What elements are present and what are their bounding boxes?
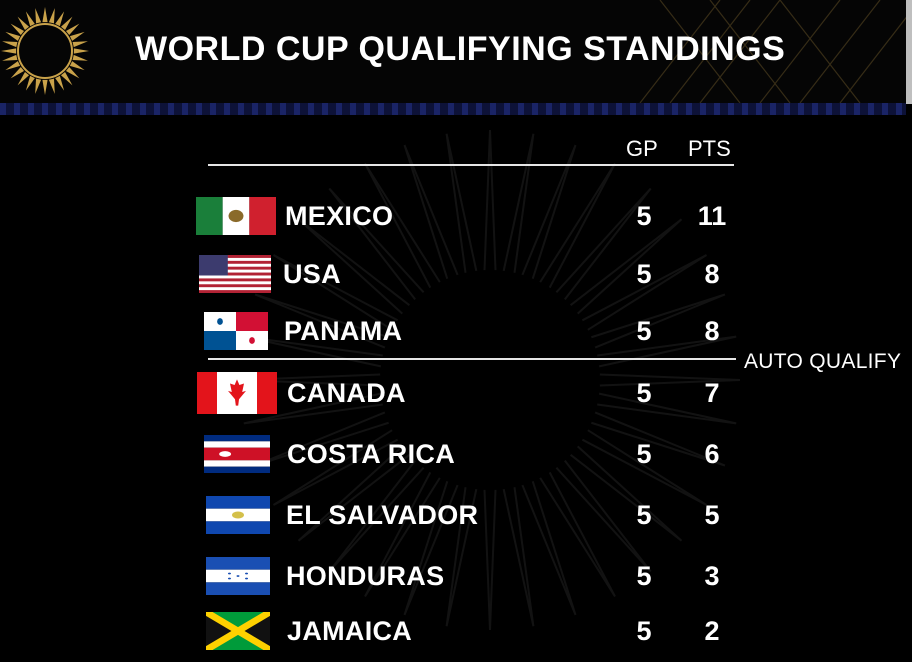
team-gp: 5 xyxy=(636,201,652,231)
team-pts: 7 xyxy=(704,378,720,408)
table-row-honduras: HONDURAS 5 3 xyxy=(0,552,912,602)
team-pts: 3 xyxy=(704,561,720,591)
team-name: COSTA RICA xyxy=(287,439,455,469)
el-salvador-flag-icon xyxy=(206,496,270,534)
team-pts: 6 xyxy=(704,439,720,469)
table-row-panama: PANAMA 5 8 xyxy=(0,307,912,357)
sun-logo-icon xyxy=(1,7,89,95)
team-gp: 5 xyxy=(636,316,652,346)
table-row-canada: CANADA 5 7 xyxy=(0,368,912,418)
team-name: PANAMA xyxy=(284,316,403,346)
background-sunburst-icon xyxy=(239,129,741,631)
jamaica-flag-icon xyxy=(206,612,270,650)
auto-qualify-label: AUTO QUALIFY xyxy=(744,350,902,373)
team-gp: 5 xyxy=(636,378,652,408)
header-ornament-icon xyxy=(639,0,912,103)
team-name: MEXICO xyxy=(285,201,394,231)
team-pts: 8 xyxy=(704,259,720,289)
team-pts: 2 xyxy=(704,616,720,646)
team-pts: 11 xyxy=(697,201,727,231)
header-band xyxy=(0,103,906,115)
team-name: HONDURAS xyxy=(286,561,445,591)
page-title: WORLD CUP QUALIFYING STANDINGS xyxy=(135,30,786,68)
usa-flag-icon xyxy=(199,255,271,293)
team-name: EL SALVADOR xyxy=(286,500,479,530)
canada-flag-icon xyxy=(197,372,277,414)
table-row-jamaica: JAMAICA 5 2 xyxy=(0,607,912,657)
mexico-flag-icon xyxy=(196,197,276,235)
column-header-gp: GP xyxy=(626,136,658,161)
panama-flag-icon xyxy=(204,312,268,350)
header-edge xyxy=(906,0,912,104)
header-bar: WORLD CUP QUALIFYING STANDINGS xyxy=(0,0,912,104)
team-gp: 5 xyxy=(636,561,652,591)
auto-qualify-divider xyxy=(208,358,736,360)
team-pts: 8 xyxy=(704,316,720,346)
team-name: USA xyxy=(283,259,341,289)
team-pts: 5 xyxy=(704,500,720,530)
team-gp: 5 xyxy=(636,259,652,289)
table-row-el-salvador: EL SALVADOR 5 5 xyxy=(0,491,912,541)
table-row-costa-rica: COSTA RICA 5 6 xyxy=(0,430,912,480)
honduras-flag-icon xyxy=(206,557,270,595)
team-name: JAMAICA xyxy=(287,616,413,646)
column-header-pts: PTS xyxy=(688,136,731,161)
team-name: CANADA xyxy=(287,378,406,408)
costa-rica-flag-icon xyxy=(204,435,270,473)
header-divider xyxy=(208,164,734,166)
table-row-usa: USA 5 8 xyxy=(0,250,912,300)
team-gp: 5 xyxy=(636,500,652,530)
table-row-mexico: MEXICO 5 11 xyxy=(0,192,912,242)
team-gp: 5 xyxy=(636,439,652,469)
team-gp: 5 xyxy=(636,616,652,646)
